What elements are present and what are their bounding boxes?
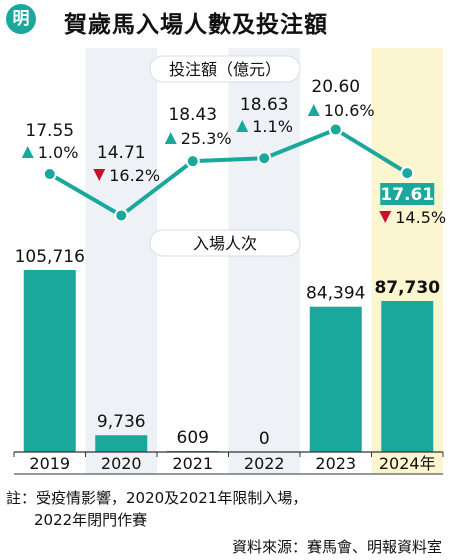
attendance-bar-2019 [23,270,76,452]
up-arrow-icon [164,132,177,144]
x-tick-label-2019: 2019 [29,454,70,473]
bet-point-2020 [114,208,129,223]
x-tick-label-2024年: 2024年 [379,454,436,473]
logo: 明 [6,4,36,34]
attendance-label-2021: 609 [177,428,209,448]
bet-point-2019 [42,167,57,181]
bet-value-2022: 18.63 [240,95,289,115]
bar-chart-title-pill [149,229,301,257]
bet-value-box-2024年 [380,183,435,205]
bet-change-2024年: 14.5% [395,208,446,227]
x-tick-label-2021: 2021 [172,454,213,473]
bet-value-2019: 17.55 [25,121,74,141]
bet-line [48,127,409,218]
footnote-line-2: 2022年閉門作賽 [34,511,148,529]
bet-point-2024年 [400,166,415,181]
chart: 投注額（億元） 入場人次 17.55 1.0% 14.71 16.2% 18.43 25.3%… [13,48,446,475]
column-shade-2022 [228,48,300,474]
footnote-line-1: 註：受疫情影響，2020及2021年限制入場， [6,489,308,507]
attendance-bar-2023 [309,306,362,452]
bet-value-2020: 14.71 [97,143,146,163]
bet-value-2024年: 17.61 [380,185,434,205]
footnote: 註：受疫情影響，2020及2021年限制入場， 2022年閉門作賽 [6,487,446,531]
attendance-label-2020: 9,736 [97,412,146,432]
line-chart-title-pill [149,55,301,83]
x-tick-label-2023: 2023 [315,454,356,473]
bet-change-2020: 16.2% [109,166,160,185]
up-arrow-icon [236,120,249,132]
column-shade-2020 [85,48,157,474]
page-title: 賀歲馬入場人數及投注額 [64,12,328,38]
x-tick-label-2022: 2022 [244,454,285,473]
header: 明 賀歲馬入場人數及投注額 [0,0,450,40]
bet-change-2022: 1.1% [252,117,293,136]
line-chart-title: 投注額（億元） [169,60,281,79]
up-arrow-icon [21,146,34,158]
bet-point-2022 [257,151,272,166]
attendance-label-2023: 84,394 [306,284,365,304]
down-arrow-icon [93,169,106,181]
x-tick-label-2020: 2020 [101,454,142,473]
attendance-bar-2024年 [381,300,434,452]
attendance-label-2022: 0 [259,429,270,449]
source-credit: 資料來源：賽馬會、明報資料室 [231,538,442,556]
bet-change-2019: 1.0% [38,143,79,162]
bet-value-2021: 18.43 [168,105,217,125]
bar-chart-title: 入場人次 [193,234,257,253]
attendance-bar-2020 [95,435,148,452]
bet-point-2021 [185,154,200,169]
bet-change-2021: 25.3% [181,129,232,148]
down-arrow-icon [379,211,392,223]
bet-change-2023: 10.6% [324,101,375,120]
attendance-label-2019: 105,716 [15,247,85,267]
up-arrow-icon [307,104,320,116]
bet-value-2023: 20.60 [311,77,360,97]
bet-point-2023 [328,122,343,137]
attendance-label-2024年: 87,730 [374,278,440,298]
